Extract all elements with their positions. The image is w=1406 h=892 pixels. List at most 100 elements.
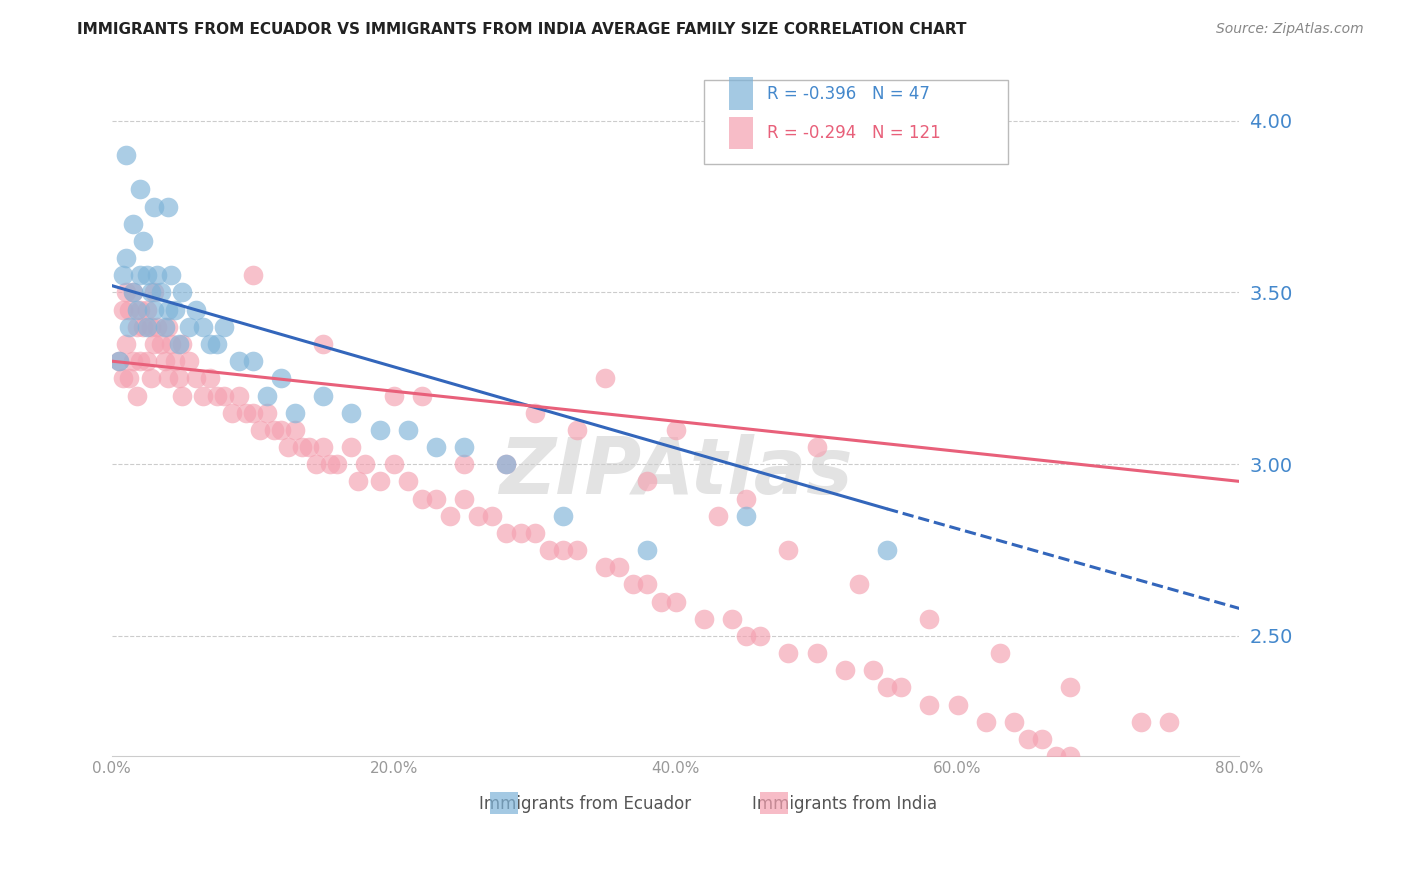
- Point: [136, 268, 159, 283]
- Point: [523, 525, 546, 540]
- Point: [111, 302, 134, 317]
- Bar: [761, 792, 789, 814]
- Point: [735, 629, 758, 643]
- Point: [270, 371, 292, 385]
- Point: [607, 560, 630, 574]
- Point: [396, 423, 419, 437]
- Point: [136, 354, 159, 368]
- Point: [593, 371, 616, 385]
- Point: [121, 285, 143, 300]
- Point: [157, 302, 180, 317]
- Point: [1059, 681, 1081, 695]
- Point: [495, 457, 517, 471]
- Point: [565, 423, 588, 437]
- Point: [214, 319, 236, 334]
- Point: [111, 268, 134, 283]
- Point: [974, 714, 997, 729]
- Point: [121, 354, 143, 368]
- Point: [636, 543, 658, 558]
- Point: [876, 681, 898, 695]
- Text: Immigrants from India: Immigrants from India: [752, 795, 938, 813]
- Point: [411, 491, 433, 506]
- Point: [368, 475, 391, 489]
- Point: [270, 423, 292, 437]
- Point: [129, 302, 152, 317]
- Point: [114, 337, 136, 351]
- Point: [312, 440, 335, 454]
- Point: [693, 612, 716, 626]
- Point: [165, 354, 187, 368]
- Point: [284, 423, 307, 437]
- Point: [125, 388, 148, 402]
- Point: [193, 388, 215, 402]
- Point: [848, 577, 870, 591]
- Point: [305, 457, 328, 471]
- Point: [411, 388, 433, 402]
- Point: [1017, 731, 1039, 746]
- Point: [354, 457, 377, 471]
- Text: R = -0.294   N = 121: R = -0.294 N = 121: [766, 124, 941, 142]
- Point: [132, 234, 155, 248]
- Point: [291, 440, 314, 454]
- Point: [340, 440, 363, 454]
- Point: [150, 337, 173, 351]
- Point: [396, 475, 419, 489]
- Point: [141, 285, 163, 300]
- Point: [326, 457, 349, 471]
- Point: [111, 371, 134, 385]
- Point: [141, 319, 163, 334]
- Point: [129, 354, 152, 368]
- Point: [918, 612, 941, 626]
- Point: [834, 663, 856, 677]
- Point: [1045, 749, 1067, 764]
- Point: [340, 406, 363, 420]
- Point: [125, 302, 148, 317]
- Point: [157, 200, 180, 214]
- Point: [1129, 714, 1152, 729]
- Point: [876, 543, 898, 558]
- Point: [509, 525, 531, 540]
- Point: [1157, 800, 1180, 814]
- Text: Immigrants from Ecuador: Immigrants from Ecuador: [479, 795, 692, 813]
- Point: [200, 337, 222, 351]
- Point: [312, 388, 335, 402]
- Point: [1087, 766, 1109, 780]
- Point: [749, 629, 772, 643]
- Point: [806, 440, 828, 454]
- Point: [207, 337, 229, 351]
- Point: [242, 268, 264, 283]
- Point: [221, 406, 243, 420]
- Point: [172, 337, 194, 351]
- Text: IMMIGRANTS FROM ECUADOR VS IMMIGRANTS FROM INDIA AVERAGE FAMILY SIZE CORRELATION: IMMIGRANTS FROM ECUADOR VS IMMIGRANTS FR…: [77, 22, 967, 37]
- Point: [117, 302, 139, 317]
- Point: [565, 543, 588, 558]
- Point: [186, 302, 208, 317]
- Point: [179, 354, 201, 368]
- Point: [778, 646, 800, 660]
- Point: [382, 388, 405, 402]
- Point: [467, 508, 489, 523]
- Point: [256, 388, 278, 402]
- Point: [707, 508, 730, 523]
- FancyBboxPatch shape: [704, 79, 1008, 164]
- Point: [735, 508, 758, 523]
- Point: [778, 543, 800, 558]
- Text: Source: ZipAtlas.com: Source: ZipAtlas.com: [1216, 22, 1364, 37]
- Point: [1129, 783, 1152, 797]
- Point: [593, 560, 616, 574]
- Point: [551, 508, 574, 523]
- Point: [146, 268, 169, 283]
- Point: [121, 285, 143, 300]
- Point: [207, 388, 229, 402]
- Point: [263, 423, 285, 437]
- Point: [228, 388, 250, 402]
- Point: [1031, 731, 1053, 746]
- Point: [157, 371, 180, 385]
- Point: [214, 388, 236, 402]
- Point: [114, 148, 136, 162]
- Point: [165, 302, 187, 317]
- Point: [235, 406, 257, 420]
- Point: [523, 406, 546, 420]
- Point: [862, 663, 884, 677]
- Point: [453, 457, 475, 471]
